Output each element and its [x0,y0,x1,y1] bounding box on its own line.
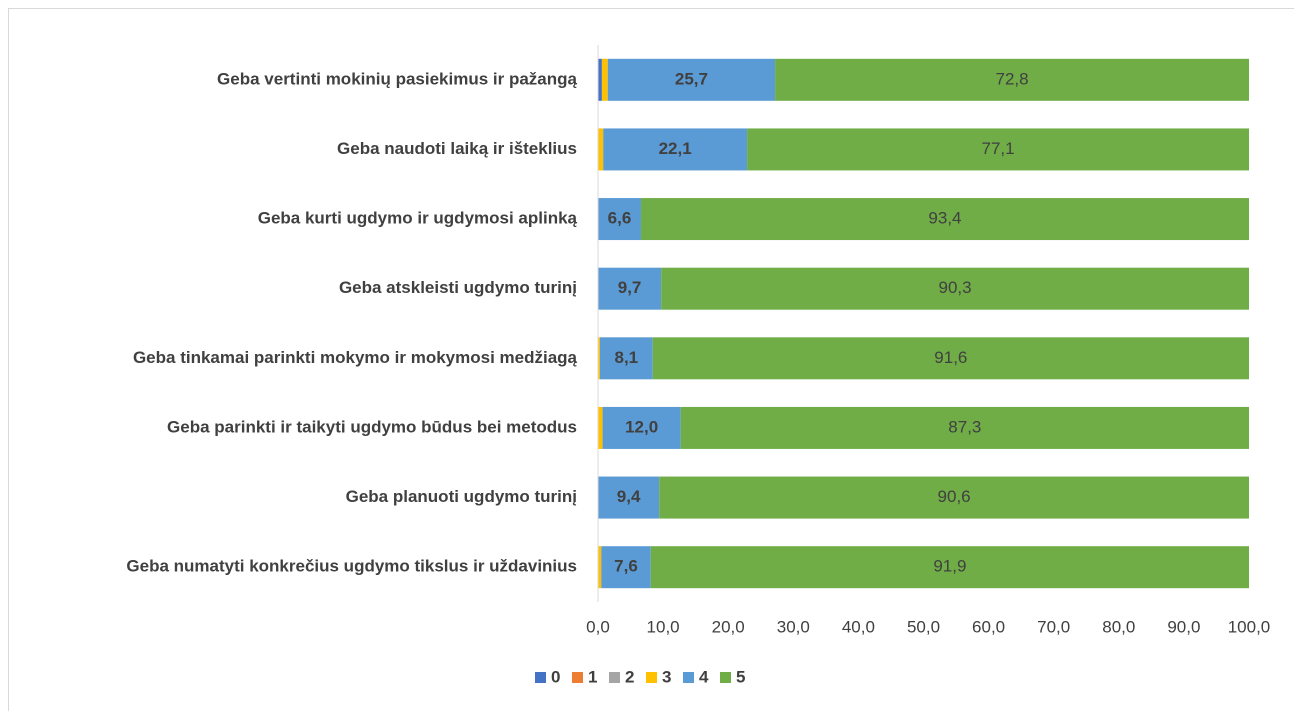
bar-segment [603,128,748,171]
category-label: Geba planuoti ugdymo turinį [346,487,577,506]
legend-swatch [720,672,731,683]
category-label: Geba atskleisti ugdymo turinį [339,278,577,297]
x-tick-label: 80,0 [1102,617,1135,636]
bar-segment [598,128,604,171]
category-label: Geba numatyti konkrečius ugdymo tikslus … [126,557,577,576]
bar-segment [601,546,651,589]
data-label: 77,1 [981,139,1014,158]
data-label: 90,3 [939,278,972,297]
category-label: Geba tinkamai parinkti mokymo ir mokymos… [133,348,578,367]
x-tick-label: 0,0 [586,617,610,636]
x-tick-label: 100,0 [1228,617,1271,636]
bar-segment [607,58,776,101]
bar-segment [659,476,1249,519]
legend-swatch [535,672,546,683]
legend-label: 3 [662,667,671,686]
x-tick-label: 10,0 [647,617,680,636]
chart-border [8,8,1294,711]
data-label: 90,6 [938,487,971,506]
x-tick-label: 90,0 [1167,617,1200,636]
data-label: 22,1 [659,139,692,158]
bar-segment [661,267,1249,310]
data-label: 9,4 [617,487,641,506]
x-tick-label: 40,0 [842,617,875,636]
data-label: 72,8 [995,69,1028,88]
legend-label: 4 [699,667,709,686]
legend-label: 1 [588,667,597,686]
category-label: Geba vertinti mokinių pasiekimus ir paža… [217,69,577,88]
data-label: 93,4 [928,209,961,228]
x-tick-label: 70,0 [1037,617,1070,636]
bar-segment [652,337,1249,380]
bar-segment [598,198,641,241]
x-tick-label: 50,0 [907,617,940,636]
bar-segment [602,406,681,449]
bar-segment [640,198,1249,241]
data-label: 12,0 [625,417,658,436]
legend-label: 2 [625,667,634,686]
bar-segment [598,337,600,380]
legend-swatch [683,672,694,683]
x-tick-label: 60,0 [972,617,1005,636]
bar-segment [775,58,1249,101]
data-label: 6,6 [608,209,632,228]
bar-segment [598,546,602,589]
legend-swatch [646,672,657,683]
bar-segment [747,128,1249,171]
bar-segment [598,267,662,310]
bar-segment [598,406,603,449]
data-label: 87,3 [948,417,981,436]
bar-segment [680,406,1249,449]
category-label: Geba kurti ugdymo ir ugdymosi aplinką [258,209,578,228]
bar-segment [599,337,653,380]
bar-segment [598,476,660,519]
bar-segment [601,58,608,101]
legend-label: 0 [551,667,560,686]
data-label: 25,7 [675,69,708,88]
bar-segment [650,546,1249,589]
category-label: Geba naudoti laiką ir išteklius [337,139,577,158]
x-tick-label: 20,0 [712,617,745,636]
data-label: 91,9 [933,557,966,576]
data-label: 8,1 [614,348,638,367]
data-label: 9,7 [618,278,642,297]
x-tick-label: 30,0 [777,617,810,636]
bar-segment [598,58,602,101]
legend-swatch [609,672,620,683]
legend-swatch [572,672,583,683]
data-label: 7,6 [614,557,638,576]
data-label: 91,6 [934,348,967,367]
category-label: Geba parinkti ir taikyti ugdymo būdus be… [167,417,577,436]
legend-label: 5 [736,667,745,686]
